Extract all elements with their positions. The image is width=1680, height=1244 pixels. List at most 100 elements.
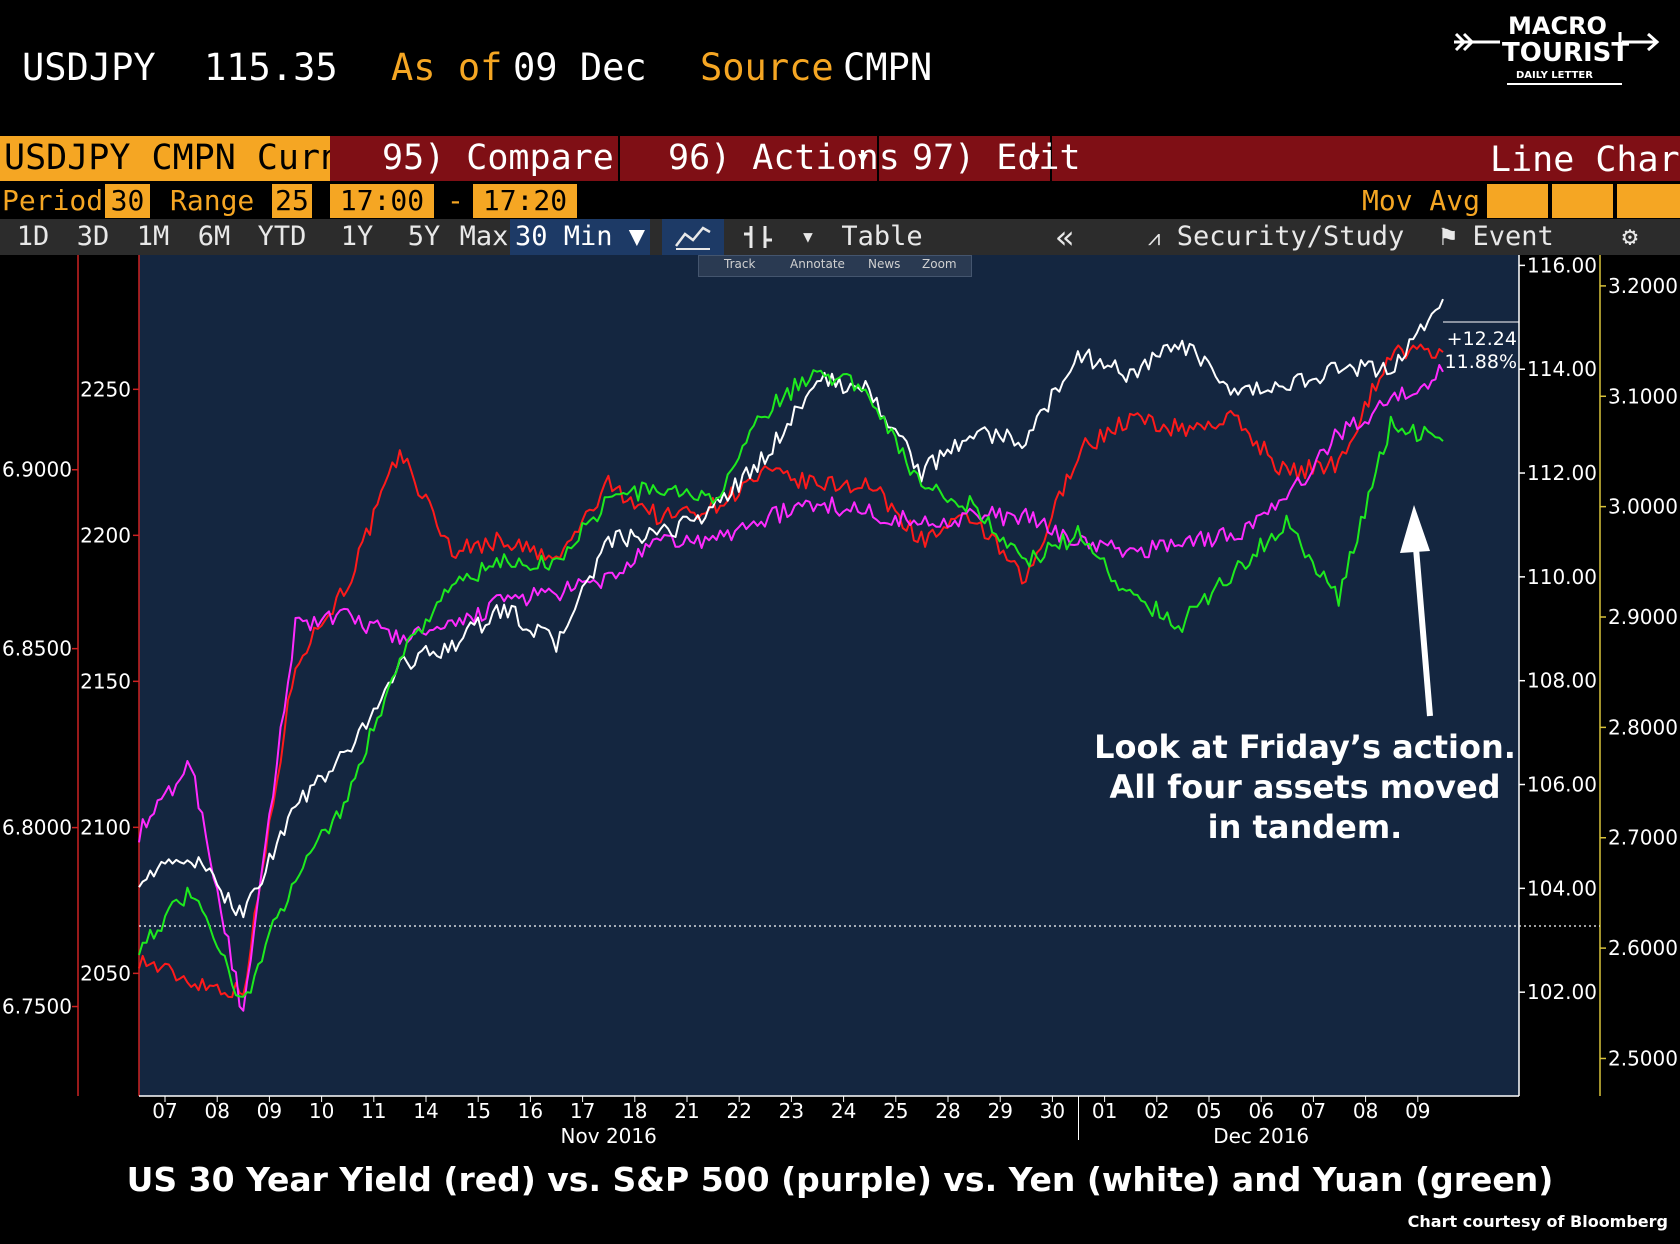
period-label: Period (2, 184, 104, 217)
mini-tool-annotate[interactable]: Annotate (790, 257, 845, 271)
time-from-input[interactable]: 17:00 (330, 184, 434, 218)
line-chart-icon (675, 226, 711, 250)
ticker: USDJPY (22, 46, 156, 89)
range-button-1m[interactable]: 1M (136, 221, 170, 252)
yield_right-tick-label: 2.6000 (1608, 936, 1678, 960)
edit-chevron-down-icon: ▼ (1030, 148, 1040, 167)
spx-tick-label: 2250 (80, 377, 131, 401)
yen_right-tick-label: 106.00 (1527, 773, 1597, 797)
mini-tool-track[interactable]: Track (724, 257, 756, 271)
ohlc-icon (744, 226, 772, 248)
event-label: Event (1472, 221, 1554, 252)
range-button-6m[interactable]: 6M (197, 221, 231, 252)
yield_right-tick-label: 2.5000 (1608, 1046, 1678, 1070)
range-button-max[interactable]: Max (459, 221, 509, 252)
mini-tool-news[interactable]: News (868, 257, 901, 271)
yield_right-tick-label: 2.7000 (1608, 826, 1678, 850)
bar-chart-toggle[interactable] (730, 219, 786, 255)
security-study-button[interactable]: ⩘ Security/Study (1148, 219, 1408, 255)
yen_right-tick-label: 104.00 (1527, 876, 1597, 900)
yield_right-tick-label: 3.0000 (1608, 495, 1678, 519)
actions-chevron-down-icon: ▼ (858, 148, 868, 167)
x-tick-label: 05 (1196, 1099, 1221, 1123)
range-button-1d[interactable]: 1D (16, 221, 50, 252)
yen_right-tick-label: 112.00 (1527, 461, 1597, 485)
x-tick-label: 18 (622, 1099, 647, 1123)
chart-type-label: Line Chart (1490, 140, 1680, 180)
mini-tool-zoom[interactable]: Zoom (922, 257, 957, 271)
series-line-yen (138, 298, 1444, 919)
security-study-label: Security/Study (1176, 221, 1405, 252)
chart-credit: Chart courtesy of Bloomberg (1407, 1212, 1668, 1231)
yuan-tick-label: 6.8000 (2, 816, 72, 840)
yield_right-tick-label: 3.1000 (1608, 384, 1678, 408)
edit-button[interactable]: 97) Edit (912, 138, 1081, 178)
range-label: Range (170, 184, 255, 217)
annotation-arrow-head (1400, 505, 1430, 553)
toolbar-red-bar (330, 136, 1680, 181)
annotation-arrow-shaft (1413, 547, 1433, 717)
event-button[interactable]: ⚑ Event (1440, 219, 1580, 255)
compare-button[interactable]: 95) Compare (382, 138, 614, 178)
x-tick-label: 08 (204, 1099, 229, 1123)
mov-avg-input-1[interactable] (1487, 184, 1548, 218)
x-tick-label: 15 (465, 1099, 490, 1123)
as-of-date: 09 Dec (513, 46, 647, 89)
source-label: Source (700, 46, 834, 89)
time-dash: - (447, 184, 464, 217)
spx-tick-label: 2100 (80, 815, 131, 839)
back-button[interactable]: « (1055, 218, 1075, 256)
yield_right-tick-label: 2.9000 (1608, 605, 1678, 629)
x-tick-label: 06 (1248, 1099, 1273, 1123)
range-button-5y[interactable]: 5Y (407, 221, 441, 252)
annotation-line: Look at Friday’s action. (1094, 728, 1516, 766)
annotation-line: in tandem. (1208, 808, 1403, 846)
mov-avg-input-2[interactable] (1552, 184, 1613, 218)
chart-options-chevron-down-icon[interactable]: ▼ (803, 227, 813, 246)
security-field[interactable]: USDJPY CMPN Curnc (0, 136, 330, 181)
price: 115.35 (204, 46, 338, 89)
spx-tick-label: 2050 (80, 961, 131, 985)
series-line-s-p-500 (138, 364, 1444, 1012)
month-label: Dec 2016 (1213, 1124, 1309, 1148)
range-button-1y[interactable]: 1Y (340, 221, 374, 252)
yield_right-tick-label: 3.2000 (1608, 274, 1678, 298)
x-tick-label: 22 (726, 1099, 751, 1123)
logo-line1: MACRO (1508, 12, 1607, 40)
actions-button[interactable]: 96) Actions (668, 138, 900, 178)
x-tick-label: 24 (831, 1099, 856, 1123)
yield_right-tick-label: 2.8000 (1608, 715, 1678, 739)
spx-tick-label: 2150 (80, 669, 131, 693)
x-tick-label: 30 (1040, 1099, 1065, 1123)
interval-select[interactable]: 30 Min ▼ (510, 219, 650, 255)
last-change-label: 11.88% (1445, 351, 1517, 373)
time-to-input[interactable]: 17:20 (473, 184, 577, 218)
range-button-3d[interactable]: 3D (76, 221, 110, 252)
chart-mini-toolbar (698, 255, 972, 277)
range-input[interactable]: 25 (272, 184, 312, 218)
series-line-us-30-year-yield (138, 343, 1444, 999)
x-tick-label: 10 (309, 1099, 334, 1123)
gear-icon[interactable]: ⚙ (1622, 222, 1638, 252)
yen_right-tick-label: 116.00 (1527, 253, 1597, 277)
line-chart-toggle[interactable] (662, 219, 724, 255)
toolbar-divider (618, 136, 620, 181)
series-line-yuan (138, 369, 1444, 998)
last-value-label: +12.24 (1447, 328, 1517, 350)
x-tick-label: 11 (361, 1099, 386, 1123)
x-tick-label: 08 (1353, 1099, 1378, 1123)
spx-tick-label: 2200 (80, 523, 131, 547)
table-button[interactable]: Table (841, 221, 923, 252)
annotation-line: All four assets moved (1109, 768, 1500, 806)
range-button-ytd[interactable]: YTD (257, 221, 307, 252)
x-tick-label: 21 (674, 1099, 699, 1123)
x-tick-label: 07 (1301, 1099, 1326, 1123)
x-tick-label: 23 (779, 1099, 804, 1123)
period-input[interactable]: 30 (105, 184, 150, 218)
yuan-tick-label: 6.8500 (2, 637, 72, 661)
x-tick-label: 09 (257, 1099, 282, 1123)
yen_right-tick-label: 108.00 (1527, 669, 1597, 693)
mov-avg-input-3[interactable] (1617, 184, 1680, 218)
macro-tourist-logo: MACRO TOURIST DAILY LETTER (1452, 10, 1672, 94)
